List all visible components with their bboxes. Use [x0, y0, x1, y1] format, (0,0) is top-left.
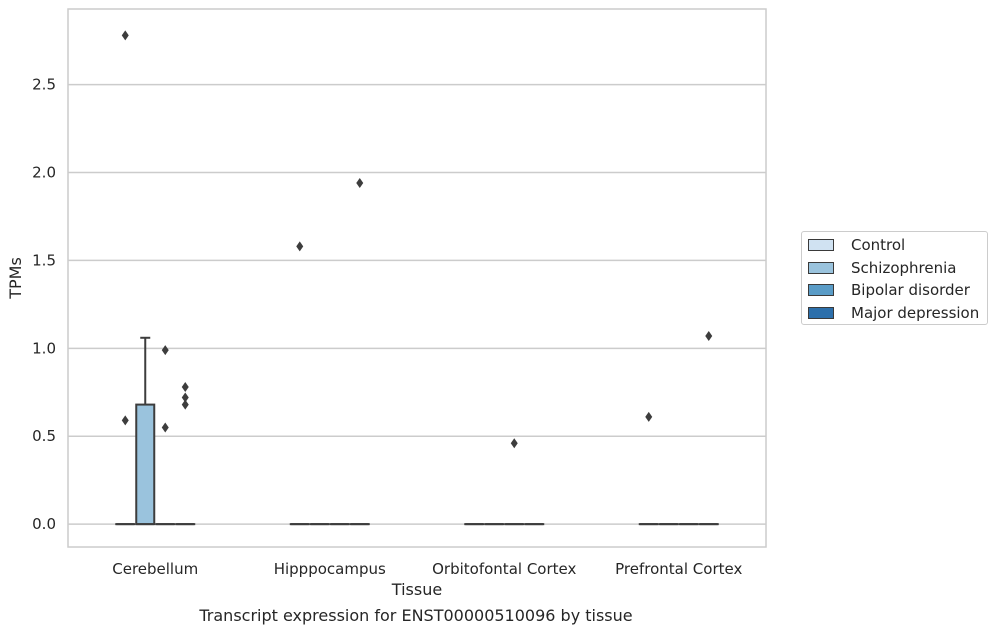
- legend-item-schizophrenia: Schizophrenia: [808, 258, 956, 278]
- y-tick-label: 1.5: [32, 251, 56, 269]
- x-tick-label: Orbitofontal Cortex: [432, 560, 576, 578]
- y-tick-label: 0.5: [32, 427, 56, 445]
- outlier-marker: [121, 30, 129, 41]
- plot-frame: [67, 8, 767, 548]
- legend-item-major-depression: Major depression: [808, 303, 979, 323]
- legend: Control Schizophrenia Bipolar disorder M…: [801, 231, 988, 325]
- outlier-markers: [121, 30, 713, 449]
- outlier-marker: [161, 422, 169, 433]
- gridlines: [68, 83, 766, 525]
- legend-item-control: Control: [808, 235, 905, 255]
- legend-label-major-depression: Major depression: [851, 304, 980, 322]
- legend-swatch-bipolar-disorder: [808, 284, 834, 296]
- legend-item-bipolar-disorder: Bipolar disorder: [808, 280, 970, 300]
- legend-swatch-control: [808, 239, 834, 251]
- outlier-marker: [705, 331, 713, 342]
- y-tick-label: 2.5: [32, 76, 56, 94]
- box: [135, 403, 156, 526]
- y-tick-label: 2.0: [32, 164, 56, 182]
- outlier-marker: [510, 438, 518, 449]
- legend-label-schizophrenia: Schizophrenia: [851, 259, 957, 277]
- outlier-marker: [181, 382, 189, 393]
- chart-caption: Transcript expression for ENST0000051009…: [199, 606, 633, 625]
- outlier-marker: [296, 241, 304, 252]
- x-tick-label: Prefrontal Cortex: [615, 560, 742, 578]
- x-tick-labels: Cerebellum Hipppocampus Orbitofontal Corte…: [112, 560, 742, 578]
- outlier-marker: [181, 399, 189, 410]
- legend-label-control: Control: [851, 236, 906, 254]
- legend-label-bipolar-disorder: Bipolar disorder: [851, 281, 970, 299]
- y-tick-labels: 0.0 0.5 1.0 1.5 2.0 2.5: [32, 76, 56, 534]
- outlier-marker: [356, 178, 364, 189]
- boxes: [115, 336, 719, 526]
- legend-swatch-major-depression: [808, 307, 834, 319]
- x-tick-label: Hipppocampus: [274, 560, 386, 578]
- outlier-marker: [161, 345, 169, 356]
- y-tick-label: 1.0: [32, 339, 56, 357]
- y-axis-label: TPMs: [6, 257, 25, 300]
- outlier-marker: [645, 411, 653, 422]
- legend-swatch-schizophrenia: [808, 262, 834, 274]
- y-tick-label: 0.0: [32, 515, 56, 533]
- outlier-marker: [181, 392, 189, 403]
- x-axis-label: Tissue: [391, 580, 442, 599]
- x-tick-label: Cerebellum: [112, 560, 198, 578]
- outlier-marker: [121, 415, 129, 426]
